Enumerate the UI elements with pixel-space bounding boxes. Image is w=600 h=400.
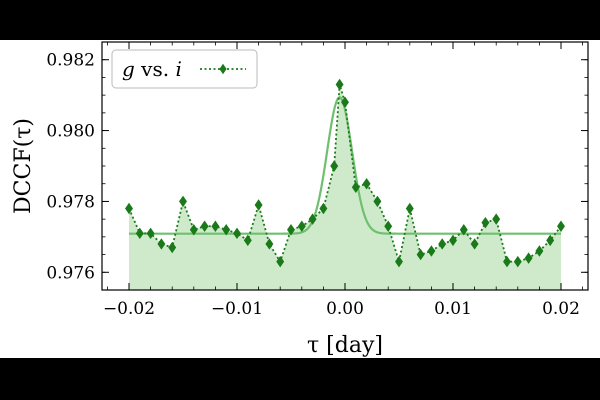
- data-point: [427, 245, 436, 257]
- data-point: [524, 252, 533, 264]
- fit-layer: [129, 96, 561, 235]
- y-tick-label: 0.980: [46, 122, 95, 142]
- legend-box: [111, 49, 258, 89]
- data-point: [416, 248, 425, 261]
- data-point: [319, 202, 328, 215]
- data-point: [373, 195, 382, 208]
- data-point: [351, 181, 360, 193]
- data-point: [308, 213, 317, 225]
- data-point: [481, 216, 490, 229]
- data-point: [470, 238, 479, 250]
- data-point: [297, 220, 306, 232]
- data-point: [513, 255, 522, 268]
- data-point: [265, 238, 274, 250]
- data-point: [125, 202, 133, 215]
- data-point: [405, 202, 414, 215]
- data-point: [330, 160, 339, 172]
- area-layer: [129, 84, 561, 290]
- legend-marker-sample: [219, 63, 227, 75]
- data-point: [211, 220, 220, 232]
- x-tick-label: −0.01: [211, 299, 263, 319]
- legend-layer: g vs. i: [111, 49, 258, 89]
- data-point: [189, 224, 198, 236]
- data-point: [146, 227, 155, 240]
- data-point: [168, 241, 177, 254]
- data-point: [449, 234, 457, 247]
- data-point: [222, 224, 231, 236]
- dccf-chart: −0.02 −0.01 0.00 0.01 0.02 0.976 0.978 0.980 0.9…: [11, 41, 589, 358]
- data-point: [557, 220, 565, 232]
- y-tick-label: 0.978: [46, 192, 95, 212]
- data-point: [243, 234, 252, 247]
- axes-layer: −0.02 −0.01 0.00 0.01 0.02 0.976 0.978 0.980 0.9…: [11, 41, 589, 358]
- chart-frame: −0.02 −0.01 0.00 0.01 0.02 0.976 0.978 0.980 0.9…: [0, 40, 600, 358]
- data-point: [233, 227, 241, 240]
- data-point: [362, 177, 371, 190]
- data-point: [179, 195, 187, 208]
- series-line: [128, 84, 562, 264]
- x-tick-label: 0.02: [542, 299, 580, 319]
- x-axis-label: τ [day]: [307, 333, 383, 358]
- data-point: [341, 96, 349, 108]
- data-point: [503, 255, 511, 268]
- gaussian-fit-line: [129, 96, 561, 235]
- data-point: [438, 238, 447, 250]
- data-point: [276, 255, 285, 268]
- x-tick-label: 0.01: [434, 299, 472, 319]
- data-point: [384, 220, 393, 232]
- series-layer: [125, 78, 565, 268]
- data-point: [535, 245, 544, 257]
- data-point: [157, 238, 166, 250]
- legend-label: g vs. i: [122, 57, 182, 81]
- series-area-fill: [129, 84, 561, 290]
- y-tick-label: 0.976: [46, 263, 95, 283]
- y-axis-label: DCCF(τ): [11, 118, 36, 214]
- data-point: [459, 224, 468, 236]
- data-point: [335, 78, 344, 91]
- data-point: [287, 224, 295, 236]
- y-tick-label: 0.982: [46, 51, 95, 71]
- data-point: [135, 227, 144, 240]
- x-tick-label: −0.02: [103, 299, 155, 319]
- data-point: [492, 213, 501, 225]
- data-point: [546, 234, 555, 247]
- x-tick-label: 0.00: [326, 299, 364, 319]
- data-point: [254, 199, 263, 211]
- data-point: [200, 220, 209, 232]
- data-point: [395, 255, 403, 268]
